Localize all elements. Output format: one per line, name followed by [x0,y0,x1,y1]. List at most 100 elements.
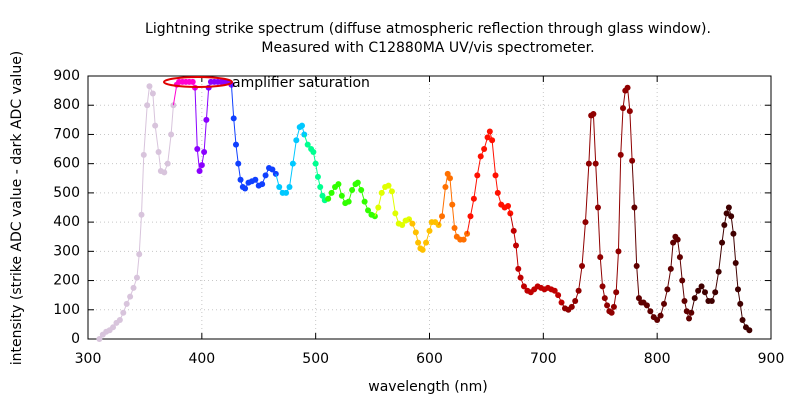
connector [172,84,178,106]
data-point [481,146,488,153]
data-point [349,186,356,193]
data-point [725,204,732,211]
y-tick-label: 0 [71,331,80,347]
data-point [451,224,458,231]
data-point [168,131,175,138]
annotation: amplifier saturation [232,75,370,91]
data-point [664,286,671,293]
data-point [385,182,392,189]
data-point [484,134,491,141]
connector [194,87,198,150]
data-point [555,292,562,299]
data-point [375,204,382,211]
data-point [388,188,395,195]
x-tick-label: 400 [188,351,215,367]
data-point [597,254,604,261]
data-point [149,90,156,97]
data-point [120,309,127,316]
data-point [654,317,661,324]
data-point [551,287,558,294]
data-point [674,236,681,243]
y-axis-label: intensity (strike ADC value - dark ADC v… [9,51,25,366]
plot-frame [87,75,772,340]
data-point [138,211,145,218]
data-point [626,108,633,115]
data-point [492,172,499,179]
annotation-ellipse [163,76,233,88]
x-tick-label: 900 [758,351,785,367]
y-tick-label: 700 [53,126,80,142]
data-point [136,251,143,258]
data-point [582,219,589,226]
chart-title: Lightning strike spectrum (diffuse atmos… [145,21,711,37]
data-point [615,248,622,255]
data-point [237,176,244,183]
data-point [460,236,467,243]
data-point [230,115,237,122]
data-point [235,160,242,167]
data-point [242,185,249,192]
data-point [161,169,168,176]
data-point [599,283,606,290]
data-point [686,315,693,322]
data-point [164,160,171,167]
data-point [575,287,582,294]
data-point [737,300,744,307]
data-point [449,201,456,208]
data-point [695,287,702,294]
data-point [719,239,726,246]
data-point [409,220,416,227]
data-point [262,172,269,179]
data-point [123,300,130,307]
data-point [592,160,599,167]
data-point [604,302,611,309]
data-point [721,222,728,229]
data-point [610,303,617,310]
data-point [442,184,449,191]
data-point [361,198,368,205]
data-point [467,213,474,220]
data-point [568,303,575,310]
data-point [232,141,239,148]
y-tick-label: 800 [53,97,80,113]
y-tick-label: 100 [53,302,80,318]
data-point [196,167,203,174]
data-point [198,162,205,169]
data-point [155,148,162,155]
data-point [140,151,147,158]
data-point [328,189,335,196]
data-point [631,204,638,211]
data-point [723,210,730,217]
data-point [299,122,306,129]
y-tick-label: 600 [53,156,80,172]
data-point [146,83,153,90]
data-point [676,254,683,261]
data-point [746,327,753,334]
data-point [446,175,453,182]
x-tick-label: 300 [75,351,102,367]
data-point [314,173,321,180]
y-tick-label: 400 [53,214,80,230]
data-point [585,160,592,167]
y-tick-label: 500 [53,185,80,201]
data-point [110,324,117,331]
data-point [304,141,311,148]
data-point [679,277,686,284]
data-point [681,298,688,305]
data-point [439,213,446,220]
data-point [613,289,620,296]
data-point [116,317,123,324]
x-axis-label: wavelength (nm) [368,379,487,395]
data-point [572,298,579,305]
x-tick-label: 600 [416,351,443,367]
data-point [144,102,151,109]
data-point [505,203,512,210]
data-point [293,137,300,144]
data-point [470,195,477,202]
x-tick-label: 500 [302,351,329,367]
data-point [730,230,737,237]
data-point [312,160,319,167]
data-point [127,293,134,300]
